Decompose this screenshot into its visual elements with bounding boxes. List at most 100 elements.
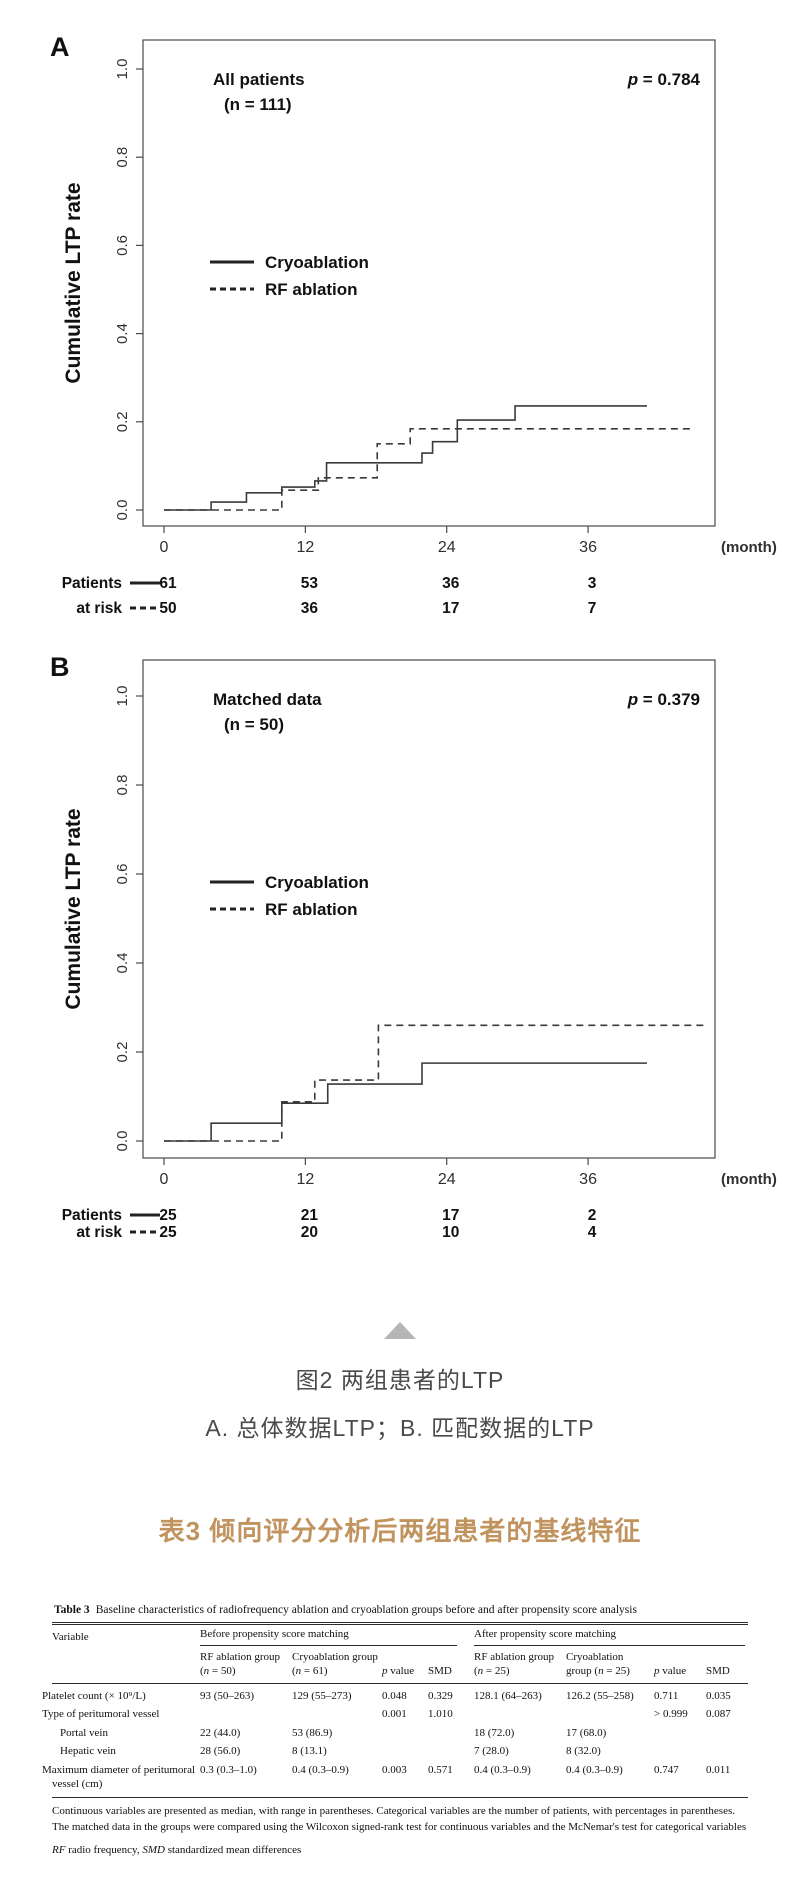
table3-caption-text: Baseline characteristics of radiofrequen… bbox=[95, 1604, 637, 1616]
y-tick-label: 0.8 bbox=[114, 775, 131, 796]
at-risk-count-solid: 21 bbox=[301, 1207, 319, 1224]
plot-title-line1: All patients bbox=[213, 70, 305, 89]
row-value: 8 (13.1) bbox=[292, 1745, 327, 1758]
row-value bbox=[382, 1742, 428, 1761]
at-risk-count-dashed: 7 bbox=[588, 600, 597, 615]
row-value bbox=[654, 1724, 706, 1743]
x-tick-label: 36 bbox=[579, 1171, 597, 1188]
panel-b-label: B bbox=[50, 652, 70, 682]
x-tick-label: 0 bbox=[160, 1171, 169, 1188]
at-risk-count-dashed: 20 bbox=[301, 1224, 318, 1241]
figure-caption-subtitle: A. 总体数据LTP；B. 匹配数据的LTP bbox=[205, 1415, 595, 1441]
row-value bbox=[428, 1742, 474, 1761]
series-cryoablation bbox=[164, 405, 647, 511]
col-sub-header: Cryoablation group (n = 25) bbox=[566, 1647, 654, 1684]
col-header-variable: Variable bbox=[52, 1623, 200, 1684]
at-risk-count-solid: 2 bbox=[588, 1207, 597, 1224]
table3-block: Table 3 Baseline characteristics of radio… bbox=[42, 1604, 748, 1859]
col-sub-header: SMD bbox=[706, 1647, 748, 1684]
row-value: > 0.999 bbox=[654, 1708, 688, 1721]
collapse-triangle-icon[interactable] bbox=[384, 1322, 416, 1339]
row-value bbox=[566, 1705, 654, 1724]
legend-label: RF ablation bbox=[265, 900, 358, 919]
y-axis-label: Cumulative LTP rate bbox=[62, 808, 85, 1009]
row-value: 93 (50–263) bbox=[200, 1689, 255, 1702]
p-value: p = 0.784 bbox=[627, 70, 701, 89]
row-value: 0.329 bbox=[428, 1689, 453, 1702]
y-tick-label: 1.0 bbox=[114, 59, 131, 80]
x-tick-label: 24 bbox=[438, 539, 456, 556]
col-sub-header: p value bbox=[654, 1647, 706, 1684]
plot-box bbox=[142, 659, 716, 1159]
row-value bbox=[292, 1705, 382, 1724]
row-value: 53 (86.9) bbox=[292, 1726, 333, 1739]
row-value: 0.048 bbox=[382, 1689, 407, 1702]
col-sub-header: RF ablation group (n = 25) bbox=[474, 1647, 566, 1684]
row-value: 7 (28.0) bbox=[474, 1745, 509, 1758]
x-tick-label: 24 bbox=[438, 1171, 456, 1188]
series-rf-ablation bbox=[164, 1024, 706, 1142]
row-variable: Portal vein bbox=[60, 1726, 108, 1739]
figure-panel-a: A 0.0 0.2 0.4 0.6 0.8 1.0 0 12 24 36 (month) Cumula… bbox=[0, 30, 800, 615]
x-tick-label: 12 bbox=[296, 539, 314, 556]
col-sub-header: p value bbox=[382, 1647, 428, 1684]
row-variable: Maximum diameter of peritumoral vessel (… bbox=[42, 1760, 200, 1798]
panel-a-label: A bbox=[50, 32, 70, 62]
row-value: 18 (72.0) bbox=[474, 1726, 515, 1739]
p-value: p = 0.379 bbox=[627, 690, 700, 709]
table-row: Maximum diameter of peritumoral vessel (… bbox=[42, 1760, 748, 1798]
row-value: 0.4 (0.3–0.9) bbox=[566, 1760, 654, 1798]
table-row: Portal vein 22 (44.0) 53 (86.9) 18 (72.0) 17… bbox=[52, 1724, 748, 1743]
x-tick-label: 0 bbox=[160, 539, 169, 556]
row-value: 17 (68.0) bbox=[566, 1726, 607, 1739]
at-risk-label-line2: at risk bbox=[76, 600, 122, 615]
x-tick-label: 36 bbox=[579, 539, 597, 556]
plot-title-line2: (n = 111) bbox=[224, 95, 292, 114]
series-rf-ablation bbox=[164, 428, 695, 511]
row-value: 0.4 (0.3–0.9) bbox=[474, 1760, 566, 1798]
row-value bbox=[706, 1724, 748, 1743]
legend-label: Cryoablation bbox=[265, 253, 369, 272]
y-axis-label: Cumulative LTP rate bbox=[62, 182, 85, 383]
row-value: 0.001 bbox=[382, 1708, 407, 1721]
table3-caption-label: Table 3 bbox=[54, 1604, 90, 1616]
at-risk-count-dashed: 10 bbox=[442, 1224, 459, 1241]
table3-footnotes: Continuous variables are presented as me… bbox=[52, 1804, 748, 1859]
row-value: 126.2 (55–258) bbox=[566, 1689, 634, 1702]
y-tick-label: 1.0 bbox=[114, 686, 131, 707]
table3-header: Variable Before propensity score matching… bbox=[52, 1623, 748, 1684]
table-row: Hepatic vein 28 (56.0) 8 (13.1) 7 (28.0) 8 (… bbox=[52, 1742, 748, 1761]
at-risk-label-line1: Patients bbox=[62, 575, 122, 592]
table-heading-cn: 表3 倾向评分分析后两组患者的基线特征 bbox=[158, 1516, 642, 1546]
at-risk-count-dashed: 36 bbox=[301, 600, 319, 615]
at-risk-count-solid: 3 bbox=[588, 575, 597, 592]
y-tick-label: 0.2 bbox=[114, 1042, 131, 1063]
series-cryoablation bbox=[164, 1062, 647, 1142]
at-risk-count-dashed: 50 bbox=[159, 600, 176, 615]
x-axis-unit: (month) bbox=[721, 1171, 777, 1188]
table3-footnote-1: Continuous variables are presented as me… bbox=[52, 1804, 747, 1833]
plot-title-line1: Matched data bbox=[213, 690, 322, 709]
plot-box bbox=[142, 39, 716, 527]
row-variable: Hepatic vein bbox=[60, 1745, 116, 1758]
at-risk-count-solid: 61 bbox=[159, 575, 177, 592]
col-sub-header: Cryoablation group (n = 61) bbox=[292, 1647, 382, 1684]
y-tick-label: 0.6 bbox=[114, 235, 131, 256]
legend-label: RF ablation bbox=[265, 280, 358, 299]
row-variable: Type of peritumoral vessel bbox=[42, 1708, 160, 1721]
row-variable: Platelet count (× 10⁹/L) bbox=[42, 1689, 146, 1702]
at-risk-count-dashed: 4 bbox=[588, 1224, 597, 1241]
row-value bbox=[654, 1742, 706, 1761]
row-value bbox=[706, 1742, 748, 1761]
row-value: 22 (44.0) bbox=[200, 1726, 241, 1739]
table3-caption: Table 3 Baseline characteristics of radio… bbox=[54, 1604, 748, 1616]
y-tick-label: 0.0 bbox=[114, 500, 131, 521]
table3-body: Platelet count (× 10⁹/L) 93 (50–263) 129 (… bbox=[42, 1683, 748, 1798]
y-tick-label: 0.2 bbox=[114, 411, 131, 432]
plot-title-line2: (n = 50) bbox=[224, 715, 284, 734]
table3: Variable Before propensity score matching… bbox=[42, 1622, 748, 1798]
row-value: 1.010 bbox=[428, 1708, 453, 1721]
row-value: 0.711 bbox=[654, 1689, 679, 1702]
col-group-header: Before propensity score matching bbox=[200, 1624, 474, 1648]
